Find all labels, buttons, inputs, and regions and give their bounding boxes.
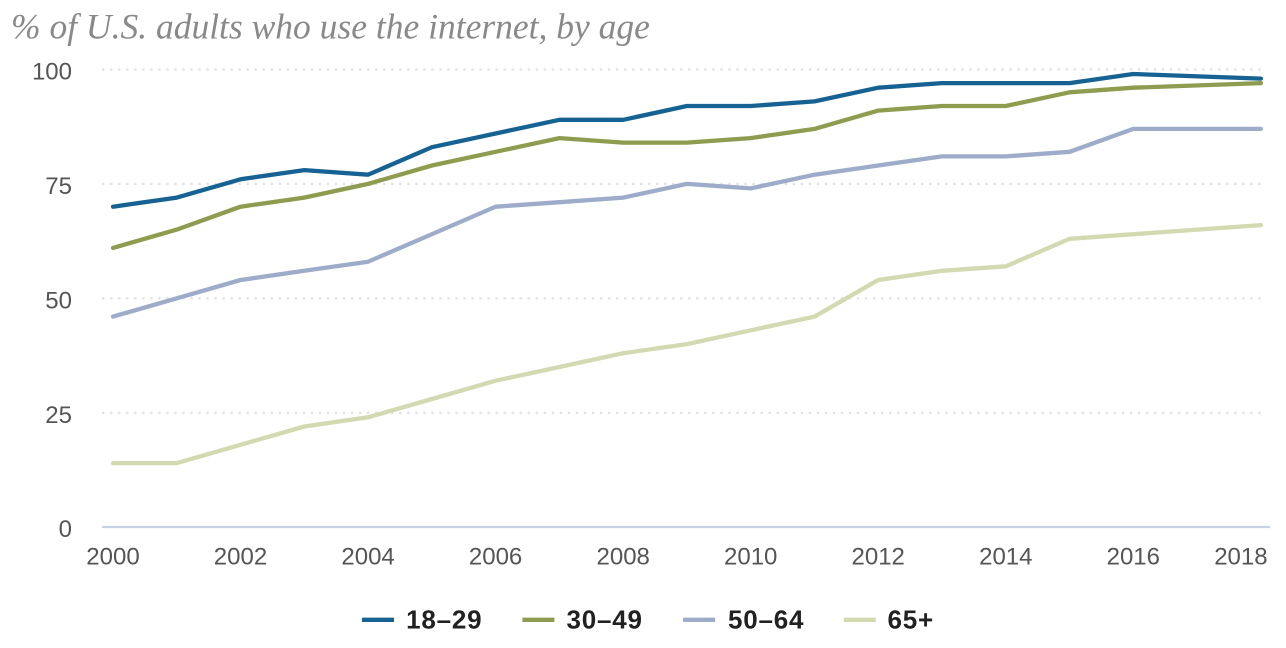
svg-text:2006: 2006	[469, 544, 522, 571]
svg-text:75: 75	[45, 173, 72, 200]
svg-text:2010: 2010	[724, 544, 777, 571]
svg-text:2018: 2018	[1214, 544, 1267, 571]
svg-text:2012: 2012	[852, 544, 905, 571]
svg-text:65+: 65+	[888, 605, 935, 635]
svg-text:100: 100	[32, 58, 72, 85]
svg-text:18–29: 18–29	[406, 605, 482, 635]
svg-text:25: 25	[45, 402, 72, 429]
svg-text:% of U.S. adults who use the i: % of U.S. adults who use the internet, b…	[11, 7, 650, 47]
svg-text:2000: 2000	[86, 544, 139, 571]
svg-text:2008: 2008	[597, 544, 650, 571]
svg-text:0: 0	[59, 516, 72, 543]
svg-text:50–64: 50–64	[728, 605, 804, 635]
svg-text:2002: 2002	[214, 544, 267, 571]
svg-text:2014: 2014	[979, 544, 1032, 571]
svg-text:50: 50	[45, 287, 72, 314]
svg-text:30–49: 30–49	[567, 605, 643, 635]
svg-text:2004: 2004	[341, 544, 394, 571]
svg-text:2016: 2016	[1107, 544, 1160, 571]
